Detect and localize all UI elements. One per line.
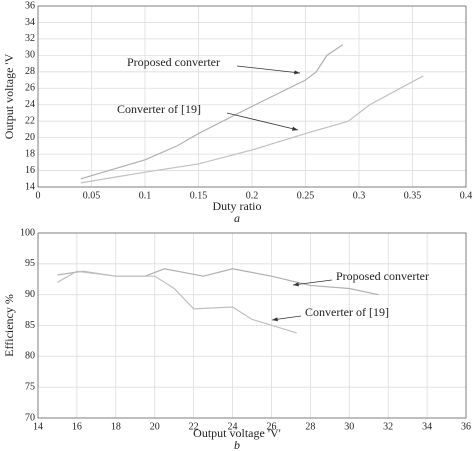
x-tick-label: 14 xyxy=(33,421,43,432)
caption: b xyxy=(234,438,240,451)
y-tick-label: 16 xyxy=(25,165,35,176)
arrow-head xyxy=(294,70,300,75)
y-tick-label: 26 xyxy=(25,83,35,94)
y-axis-label: Output voltage 'V xyxy=(2,53,16,139)
y-tick-label: 80 xyxy=(25,351,35,362)
y-tick-label: 75 xyxy=(25,381,35,392)
y-tick-label: 90 xyxy=(25,289,35,300)
x-tick-label: 0 xyxy=(36,190,41,201)
y-tick-label: 34 xyxy=(25,17,35,28)
y-tick-label: 100 xyxy=(20,227,35,238)
plot-frame xyxy=(37,232,467,419)
x-tick-label: 16 xyxy=(72,421,82,432)
x-tick-label: 0.4 xyxy=(460,190,473,201)
plot-frame xyxy=(37,5,467,188)
y-tick-label: 18 xyxy=(25,148,35,159)
x-tick-label: 18 xyxy=(111,421,121,432)
line xyxy=(57,270,297,334)
y-tick-label: 85 xyxy=(25,320,35,331)
arrow xyxy=(236,65,301,74)
line xyxy=(57,268,379,296)
x-tick-label: 0.15 xyxy=(190,190,208,201)
y-tick-label: 30 xyxy=(25,50,35,61)
x-axis-label: Output voltage 'V' xyxy=(193,426,281,440)
x-tick-label: 0.2 xyxy=(246,190,259,201)
arrow xyxy=(292,279,333,286)
y-tick-label: 36 xyxy=(25,0,35,11)
y-tick-label: 28 xyxy=(25,66,35,77)
x-tick-label: 0.3 xyxy=(353,190,366,201)
x-tick-label: 0.35 xyxy=(404,190,422,201)
y-tick-label: 70 xyxy=(25,412,35,423)
x-tick-label: 30 xyxy=(344,421,354,432)
x-tick-label: 20 xyxy=(150,421,160,432)
arrow-head xyxy=(292,126,298,131)
x-tick-label: 34 xyxy=(422,421,432,432)
x-tick-label: 0.1 xyxy=(139,190,152,201)
x-axis-label: Duty ratio xyxy=(213,199,262,213)
y-tick-label: 14 xyxy=(25,181,35,192)
y-tick-label: 24 xyxy=(25,99,35,110)
x-tick-label: 36 xyxy=(461,421,471,432)
y-tick-label: 32 xyxy=(25,33,35,44)
y-tick-label: 22 xyxy=(25,115,35,126)
line xyxy=(80,75,424,184)
x-tick-label: 32 xyxy=(383,421,393,432)
x-tick-label: 28 xyxy=(305,421,315,432)
y-tick-label: 95 xyxy=(25,258,35,269)
arrow-head xyxy=(272,317,278,322)
series-label: Converter of [19] xyxy=(305,305,389,319)
x-tick-label: 24 xyxy=(228,421,238,432)
line xyxy=(80,44,344,180)
arrow-head xyxy=(293,282,299,287)
arrow xyxy=(226,112,299,131)
y-axis-label: Efficiency % xyxy=(2,294,16,357)
series-label: Proposed converter xyxy=(336,269,429,283)
y-tick-label: 20 xyxy=(25,132,35,143)
caption: a xyxy=(234,211,240,225)
x-tick-label: 22 xyxy=(189,421,199,432)
x-tick-label: 0.25 xyxy=(297,190,315,201)
x-tick-label: 26 xyxy=(266,421,276,432)
x-tick-label: 0.05 xyxy=(83,190,101,201)
series-label: Converter of [19] xyxy=(117,102,201,116)
series-label: Proposed converter xyxy=(127,55,220,69)
